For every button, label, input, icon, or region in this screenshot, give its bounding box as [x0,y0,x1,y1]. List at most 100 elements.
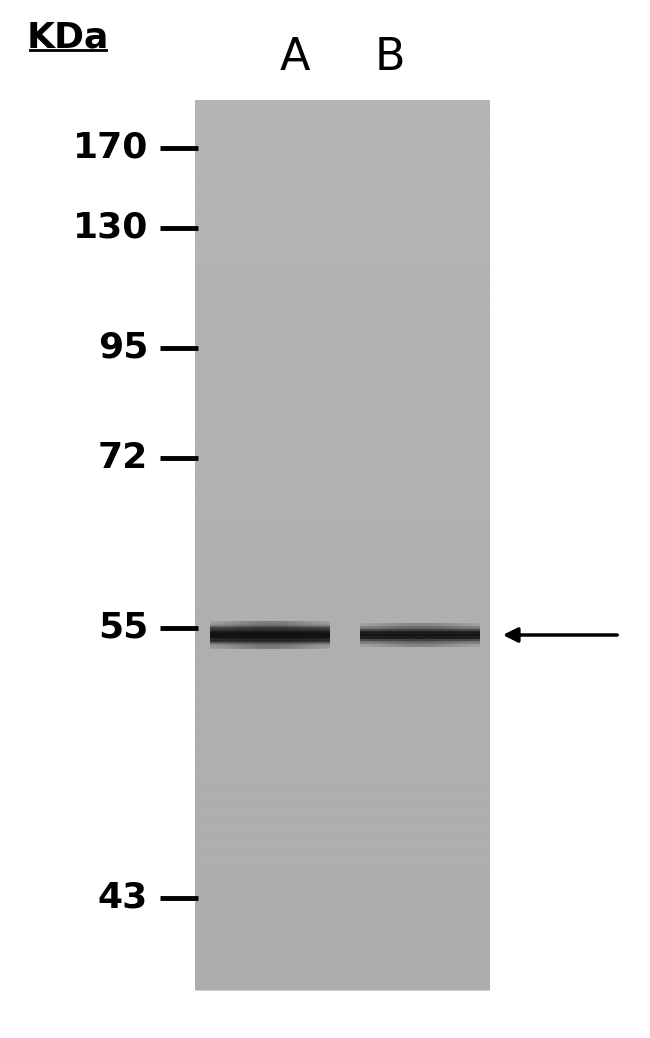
Bar [210,621,213,649]
Bar [414,623,417,647]
Bar [195,856,490,872]
Bar [471,623,474,647]
Bar [324,621,327,649]
Bar [242,621,246,649]
Bar [255,621,258,649]
Bar [195,352,490,368]
Bar [285,621,288,649]
Bar [315,621,318,649]
Bar [195,575,490,591]
Bar [459,623,462,647]
Bar [195,382,490,398]
Bar [390,623,393,647]
Bar [195,174,490,190]
Bar [195,619,490,635]
Bar [195,337,490,353]
Text: 43: 43 [98,881,148,916]
Bar [195,708,490,723]
Bar [195,219,490,235]
Bar [429,623,432,647]
Bar [252,621,255,649]
Bar [195,975,490,991]
Bar [195,679,490,694]
Bar [291,621,294,649]
Bar [195,812,490,828]
Text: 170: 170 [73,131,148,165]
Bar [195,604,490,620]
Bar [237,621,240,649]
Bar [366,623,369,647]
Bar [195,278,490,294]
Bar [258,621,261,649]
Bar [195,500,490,516]
Bar [195,248,490,264]
Text: 95: 95 [98,331,148,365]
Bar [441,623,444,647]
Bar [405,623,408,647]
Bar [417,623,421,647]
Bar [234,621,237,649]
Bar [384,623,387,647]
Bar [195,797,490,813]
Bar [195,960,490,976]
Bar [195,871,490,887]
Bar [266,621,270,649]
Bar [222,621,226,649]
Bar [309,621,312,649]
Bar [240,621,243,649]
Bar [288,621,291,649]
Bar [396,623,399,647]
Bar [213,621,216,649]
Bar [195,411,490,428]
Bar [195,234,490,249]
Bar [195,100,490,990]
Bar [195,693,490,709]
Bar [276,621,279,649]
Bar [426,623,429,647]
Bar [195,946,490,961]
Bar [411,623,414,647]
Bar [246,621,249,649]
Bar [363,623,366,647]
Bar [195,767,490,784]
Bar [195,456,490,472]
Bar [270,621,273,649]
Bar [312,621,315,649]
Text: B: B [375,36,405,80]
Bar [227,621,231,649]
Bar [195,323,490,338]
Bar [195,367,490,383]
Bar [195,515,490,531]
Bar [279,621,282,649]
Text: KDa: KDa [27,21,109,55]
Bar [195,783,490,798]
Bar [381,623,384,647]
Bar [372,623,375,647]
Bar [195,663,490,680]
Bar [195,471,490,487]
Bar [195,144,490,160]
Bar [195,738,490,754]
Bar [195,441,490,457]
Text: 130: 130 [73,211,148,245]
Bar [195,649,490,664]
Bar [444,623,447,647]
Bar [219,621,222,649]
Bar [450,623,453,647]
Bar [297,621,300,649]
Bar [195,753,490,768]
Bar [327,621,330,649]
Bar [273,621,276,649]
Bar [432,623,436,647]
Bar [195,590,490,605]
Bar [264,621,267,649]
Text: A: A [280,36,310,80]
Bar [225,621,228,649]
Bar [195,203,490,220]
Bar [195,115,490,131]
Bar [195,916,490,932]
Bar [195,886,490,902]
Bar [465,623,468,647]
Bar [468,623,471,647]
Bar [306,621,309,649]
